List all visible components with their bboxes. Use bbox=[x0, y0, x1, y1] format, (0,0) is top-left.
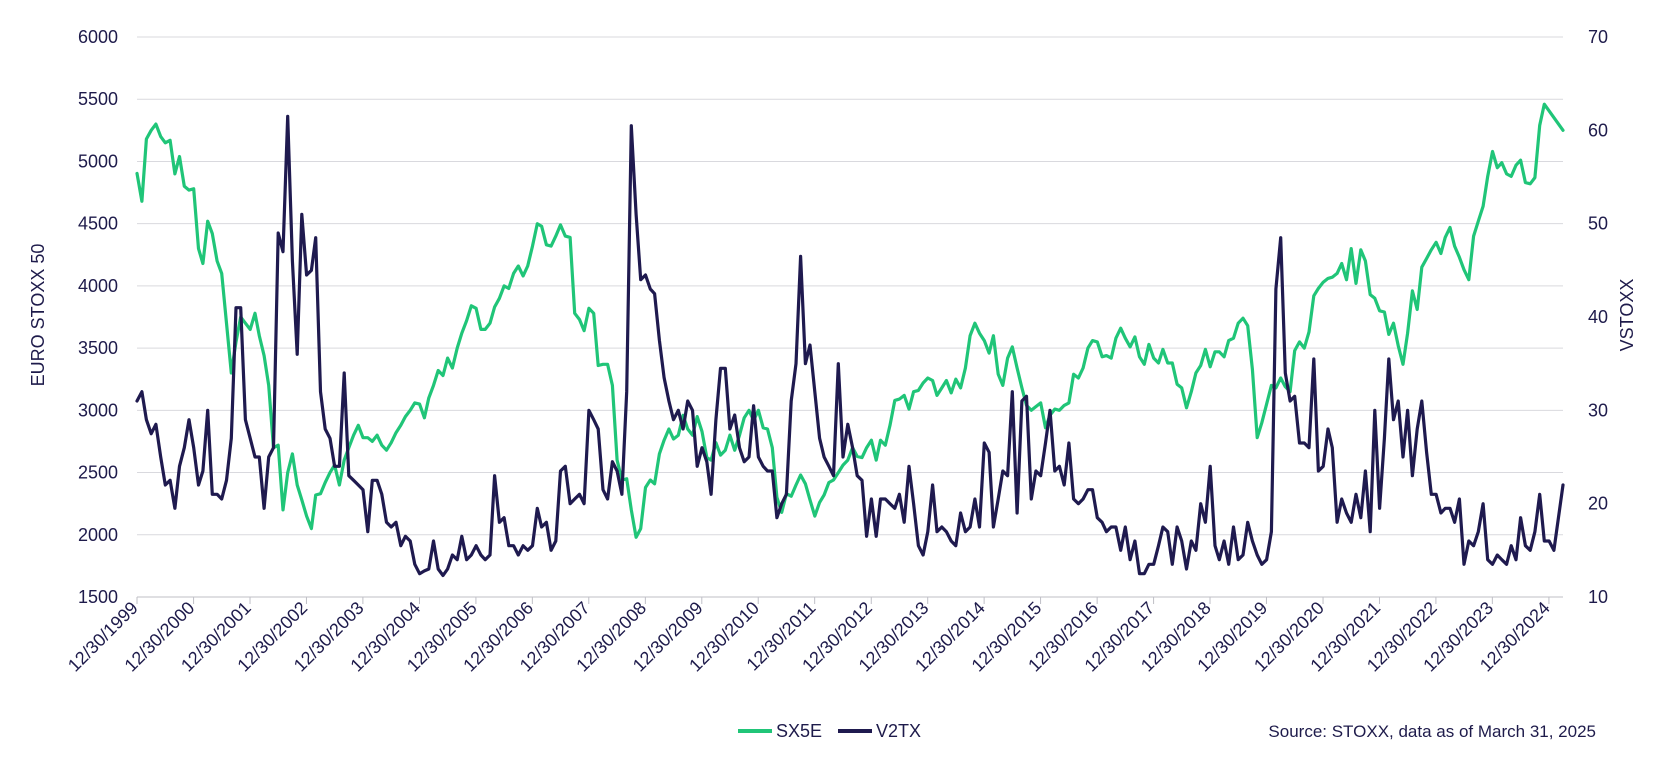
gridlines bbox=[137, 36, 1563, 598]
series-line-v2tx bbox=[135, 114, 1565, 578]
left-y-axis-ticks: 6000 5500 5000 4500 4000 3500 3000 2500 2000 1500 bbox=[78, 27, 118, 607]
left-tick-label: 1500 bbox=[78, 587, 118, 607]
right-tick-label: 60 bbox=[1588, 120, 1608, 140]
right-axis-title: VSTOXX bbox=[1617, 279, 1637, 352]
series-line-sx5e bbox=[135, 102, 1565, 539]
left-axis-title: EURO STOXX 50 bbox=[28, 244, 48, 387]
left-tick-label: 5000 bbox=[78, 151, 118, 171]
left-tick-label: 4500 bbox=[78, 214, 118, 234]
legend: SX5E V2TX bbox=[738, 721, 921, 741]
source-note: Source: STOXX, data as of March 31, 2025 bbox=[1268, 722, 1596, 741]
left-tick-label: 5500 bbox=[78, 89, 118, 109]
right-tick-label: 30 bbox=[1588, 400, 1608, 420]
left-tick-label: 3500 bbox=[78, 338, 118, 358]
left-tick-label: 6000 bbox=[78, 27, 118, 47]
series-lines bbox=[135, 102, 1565, 578]
right-tick-label: 50 bbox=[1588, 214, 1608, 234]
legend-label-v2tx: V2TX bbox=[876, 721, 921, 741]
left-tick-label: 3000 bbox=[78, 400, 118, 420]
left-tick-label: 2000 bbox=[78, 525, 118, 545]
right-y-axis-ticks: 70 60 50 40 30 20 10 bbox=[1588, 27, 1608, 607]
left-tick-label: 2500 bbox=[78, 463, 118, 483]
right-tick-label: 70 bbox=[1588, 27, 1608, 47]
left-tick-label: 4000 bbox=[78, 276, 118, 296]
x-axis-ticks: 12/30/199912/30/200012/30/200112/30/2002… bbox=[64, 597, 1554, 676]
right-tick-label: 20 bbox=[1588, 494, 1608, 514]
legend-label-sx5e: SX5E bbox=[776, 721, 822, 741]
right-tick-label: 40 bbox=[1588, 307, 1608, 327]
right-tick-label: 10 bbox=[1588, 587, 1608, 607]
